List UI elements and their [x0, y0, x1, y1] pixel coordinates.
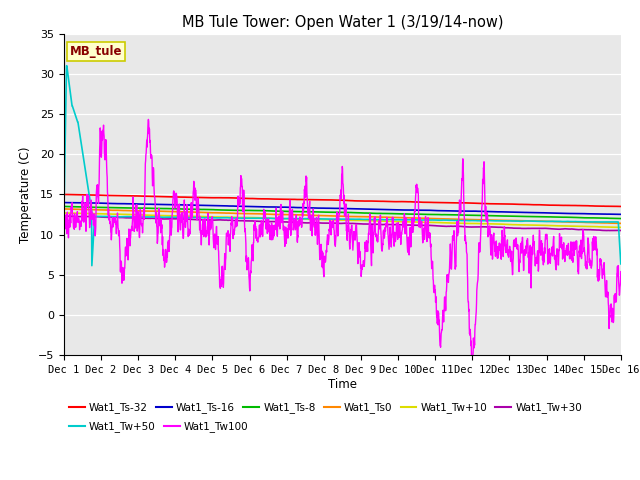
X-axis label: Time: Time	[328, 378, 357, 391]
Legend: Wat1_Tw+50, Wat1_Tw100: Wat1_Tw+50, Wat1_Tw100	[69, 421, 248, 432]
Y-axis label: Temperature (C): Temperature (C)	[19, 146, 33, 243]
Title: MB Tule Tower: Open Water 1 (3/19/14-now): MB Tule Tower: Open Water 1 (3/19/14-now…	[182, 15, 503, 30]
Text: MB_tule: MB_tule	[70, 45, 122, 58]
